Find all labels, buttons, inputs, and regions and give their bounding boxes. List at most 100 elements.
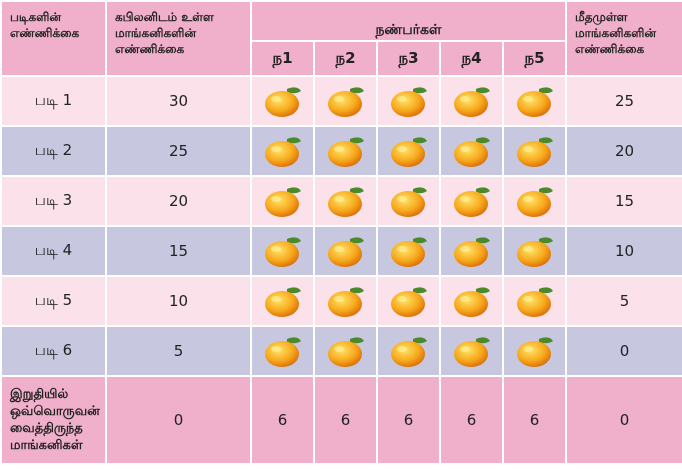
friends-header: நண்பர்கள் [250,0,567,42]
friend-name: ந2 [313,40,378,77]
mango-cell [313,275,378,327]
mango-icon [390,137,427,167]
final-label-line: வைத்திருந்த [10,421,83,436]
remaining-count: 0 [565,325,682,377]
mango-cell [502,325,567,377]
mango-cell [439,125,504,177]
final-row: இறுதியில் ஒவ்வொருவன் வைத்திருந்த மாங்கனிகள்… [0,375,682,465]
mango-cell [250,175,315,227]
step-label: படி 4 [0,225,107,277]
remaining-count: 10 [565,225,682,277]
header-line: எண்ணிக்கை [575,42,645,56]
mango-icon [453,287,490,317]
mango-icon [327,337,364,367]
final-friend-count: 6 [502,375,567,465]
mango-icon [327,287,364,317]
friend-name: ந1 [250,40,315,77]
table-row: படி 5 10 5 [0,275,682,327]
header-line: மீதமுள்ள [575,10,628,24]
step-label: படி 3 [0,175,107,227]
final-held: 0 [105,375,252,465]
mango-icon [516,337,553,367]
mango-cell [376,125,441,177]
mango-cell [502,125,567,177]
steps-header: படிகளின் எண்ணிக்கை [0,0,107,77]
mango-cell [439,75,504,127]
mango-icon [516,137,553,167]
mango-cell [376,75,441,127]
mango-cell [313,225,378,277]
friend-name: ந3 [376,40,441,77]
header-line: மாங்கனிகளின் [115,26,197,40]
header-line: மாங்கனிகளின் [575,26,657,40]
mango-icon [516,237,553,267]
table-row: படி 4 15 10 [0,225,682,277]
mango-icon [390,337,427,367]
final-label-line: ஒவ்வொருவன் [10,404,100,419]
mango-icon [327,137,364,167]
mango-cell [313,125,378,177]
held-count: 15 [105,225,252,277]
mango-icon [327,187,364,217]
mango-icon [327,237,364,267]
mango-cell [502,75,567,127]
header-line: எண்ணிக்கை [115,42,185,56]
table-row: படி 1 30 25 [0,75,682,127]
final-remaining: 0 [565,375,682,465]
mango-cell [376,225,441,277]
mango-icon [264,137,301,167]
mango-icon [264,287,301,317]
mango-icon [327,87,364,117]
mango-icon [453,87,490,117]
header-line: எண்ணிக்கை [10,26,80,40]
mango-icon [453,187,490,217]
mango-cell [502,275,567,327]
mango-cell [250,275,315,327]
final-friend-count: 6 [376,375,441,465]
final-label-line: இறுதியில் [10,387,69,402]
mango-cell [502,225,567,277]
mango-cell [250,125,315,177]
mango-icon [390,287,427,317]
mango-cell [376,325,441,377]
final-label-line: மாங்கனிகள் [10,438,83,453]
mango-cell [313,75,378,127]
mango-cell [313,325,378,377]
mango-icon [264,337,301,367]
step-label: படி 6 [0,325,107,377]
final-label: இறுதியில் ஒவ்வொருவன் வைத்திருந்த மாங்கனிகள் [0,375,107,465]
mango-cell [250,325,315,377]
mango-cell [376,175,441,227]
mango-cell [439,225,504,277]
friend-name: ந5 [502,40,567,77]
remaining-count: 25 [565,75,682,127]
mango-cell [439,175,504,227]
table-row: படி 3 20 15 [0,175,682,227]
mango-icon [516,187,553,217]
mango-cell [439,325,504,377]
step-label: படி 5 [0,275,107,327]
mango-icon [264,87,301,117]
mango-icon [453,237,490,267]
remaining-count: 15 [565,175,682,227]
mango-cell [250,225,315,277]
mango-icon [390,87,427,117]
mango-cell [376,275,441,327]
remaining-count: 5 [565,275,682,327]
step-label: படி 2 [0,125,107,177]
mango-icon [390,187,427,217]
mango-cell [439,275,504,327]
mango-icon [453,337,490,367]
mango-icon [264,237,301,267]
mango-cell [250,75,315,127]
held-count: 10 [105,275,252,327]
friend-name: ந4 [439,40,504,77]
mango-icon [516,87,553,117]
mango-cell [502,175,567,227]
held-header: கபிலனிடம் உள்ள மாங்கனிகளின் எண்ணிக்கை [105,0,252,77]
header-line: படிகளின் [10,10,62,24]
held-count: 5 [105,325,252,377]
